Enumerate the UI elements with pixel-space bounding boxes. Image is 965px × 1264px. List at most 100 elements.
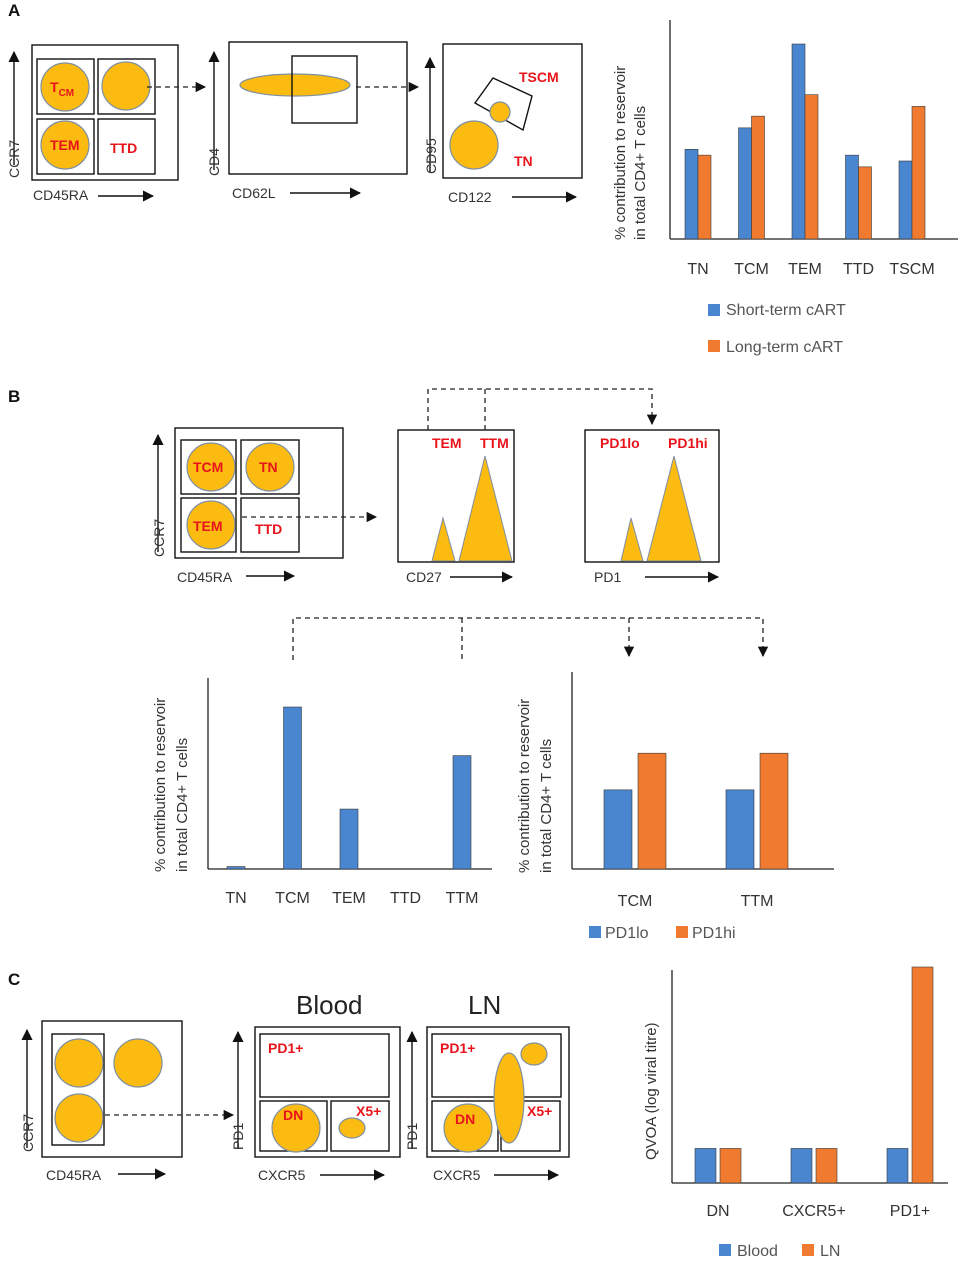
gate-x5 bbox=[330, 1100, 390, 1152]
category-label-ttm: TTM bbox=[446, 890, 479, 907]
cell-population-x5 bbox=[338, 1117, 366, 1139]
y-axis-label-line1: % contribution to reservoir bbox=[516, 699, 533, 873]
cell-population-elongated bbox=[493, 1052, 525, 1144]
panel-c-letter: C bbox=[8, 970, 20, 989]
bar-tn bbox=[226, 866, 246, 870]
gate-label-ttd: TTD bbox=[110, 140, 137, 156]
hist-label-tem: TEM bbox=[432, 435, 462, 451]
x-axis-label: CD62L bbox=[232, 185, 276, 201]
legend-swatch-pd1lo bbox=[589, 926, 601, 938]
gate-label-tem: TEM bbox=[50, 137, 80, 153]
y-axis-label-line2: in total CD4+ T cells bbox=[538, 739, 555, 873]
bar-tscm-long-term-cart bbox=[911, 106, 926, 240]
cell-population-dn bbox=[443, 1103, 493, 1153]
y-axis-label: CD95 bbox=[423, 138, 439, 174]
gate-label-tn: TN bbox=[259, 459, 278, 475]
bar-dn-ln bbox=[719, 1148, 742, 1184]
gate-tem bbox=[36, 118, 95, 175]
bar-ttm-pd1hi bbox=[759, 752, 789, 870]
y-axis-label: CCR7 bbox=[6, 140, 22, 178]
histogram-peak-tem bbox=[431, 516, 456, 562]
legend-swatch-short-term bbox=[708, 304, 720, 316]
gate-cd62l bbox=[291, 55, 358, 124]
gate-label-dn: DN bbox=[455, 1111, 475, 1127]
cell-population-tcm bbox=[40, 62, 90, 112]
bar-tem-long-term-cart bbox=[804, 94, 819, 240]
category-label-pd1: PD1+ bbox=[890, 1203, 930, 1220]
legend-label-blood: Blood bbox=[737, 1243, 778, 1260]
category-label-dn: DN bbox=[706, 1203, 729, 1220]
category-label-ttd: TTD bbox=[390, 890, 421, 907]
bar-tcm bbox=[283, 706, 302, 870]
gate-label-tscm: TSCM bbox=[519, 69, 559, 85]
cell-population bbox=[239, 73, 351, 97]
bar-pd1-ln bbox=[911, 966, 934, 1184]
x-axis-label: CD27 bbox=[406, 569, 442, 585]
bar-tcm-long-term-cart bbox=[751, 115, 765, 240]
gate-label-tn: TN bbox=[514, 153, 533, 169]
ln-title: LN bbox=[468, 990, 501, 1020]
cell-population-tn bbox=[113, 1038, 163, 1088]
panel-c-ln-plot: LN PD1+ DN X5+ PD1 CXCR5 bbox=[404, 990, 570, 1183]
panel-c-quadrant-plot: CCR7 CD45RA bbox=[20, 1020, 183, 1183]
gate-label-tcm: TCM bbox=[193, 459, 223, 475]
bar-cxcr5-blood bbox=[790, 1148, 813, 1184]
legend-label-pd1hi: PD1hi bbox=[692, 925, 736, 942]
cell-population-tcm bbox=[186, 442, 236, 492]
panel-c: C CCR7 CD45RA Blood PD1+ DN X5+ bbox=[8, 966, 948, 1260]
category-label-ttd: TTD bbox=[843, 261, 874, 278]
panel-b-pd1-histogram: PD1lo PD1hi PD1 bbox=[584, 429, 720, 585]
hist-label-pd1hi: PD1hi bbox=[668, 435, 708, 451]
x-axis-label: CD45RA bbox=[46, 1167, 102, 1183]
x-axis-label: PD1 bbox=[594, 569, 621, 585]
legend-swatch-pd1hi bbox=[676, 926, 688, 938]
category-label-tscm: TSCM bbox=[889, 261, 934, 278]
bar-tem bbox=[339, 808, 359, 870]
plot-frame bbox=[31, 44, 179, 181]
panel-a-cd95-plot: TSCM TN CD95 CD122 bbox=[423, 43, 583, 205]
cell-population-tn bbox=[245, 442, 295, 492]
panel-b-cd27-histogram: TEM TTM CD27 bbox=[397, 429, 515, 585]
cell-population-dn bbox=[271, 1103, 321, 1153]
gate-label-x5: X5+ bbox=[356, 1103, 381, 1119]
legend-swatch-long-term bbox=[708, 340, 720, 352]
gate-label-tem: TEM bbox=[193, 518, 223, 534]
chart-c: QVOA (log viral titre) Blood LN DN CXCR5+… bbox=[643, 966, 948, 1260]
bar-pd1-blood bbox=[886, 1148, 909, 1184]
y-axis-label: CCR7 bbox=[20, 1114, 36, 1152]
cell-population-tcm bbox=[54, 1038, 104, 1088]
category-label-tcm: TCM bbox=[734, 261, 769, 278]
cell-population-tem bbox=[54, 1093, 104, 1143]
plot-frame bbox=[228, 41, 408, 175]
category-label-tem: TEM bbox=[788, 261, 822, 278]
plot-frame bbox=[584, 429, 720, 563]
y-axis-label-line1: % contribution to reservoir bbox=[152, 698, 169, 872]
y-axis-label: CCR7 bbox=[151, 519, 167, 557]
gate-label-dn: DN bbox=[283, 1107, 303, 1123]
category-label-cxcr5: CXCR5+ bbox=[782, 1203, 846, 1220]
gate-tcm bbox=[180, 439, 237, 495]
category-label-tn: TN bbox=[687, 261, 708, 278]
chart-b1: % contribution to reservoir in total CD4… bbox=[152, 678, 492, 907]
gate-ttd bbox=[240, 497, 300, 553]
legend-label-short-term: Short-term cART bbox=[726, 302, 846, 319]
panel-b: B TCM TN TEM TTD CCR7 CD45RA TEM bbox=[8, 387, 834, 942]
category-label-ttm: TTM bbox=[741, 893, 774, 910]
x-axis-label: CXCR5 bbox=[433, 1167, 481, 1183]
y-axis-label: PD1 bbox=[404, 1123, 420, 1150]
cell-population-tem bbox=[40, 120, 90, 170]
plot-frame bbox=[442, 43, 583, 179]
y-axis-label-line2: in total CD4+ T cells bbox=[632, 106, 649, 240]
bar-ttm bbox=[452, 755, 472, 870]
x-axis-label: CD122 bbox=[448, 189, 492, 205]
gate-ttd bbox=[97, 118, 156, 175]
gate-label-tcm: TCM bbox=[50, 79, 74, 99]
gate-tem bbox=[180, 497, 237, 553]
chart-b2: % contribution to reservoir in total CD4… bbox=[516, 672, 834, 942]
hist-label-ttm: TTM bbox=[480, 435, 509, 451]
panel-a-cd4-plot: CD4 CD62L bbox=[206, 41, 408, 201]
gate-label-x5: X5+ bbox=[527, 1103, 552, 1119]
plot-frame bbox=[254, 1026, 401, 1158]
bar-ttd-short-term-cart bbox=[845, 154, 859, 240]
category-label-tn: TN bbox=[225, 890, 246, 907]
